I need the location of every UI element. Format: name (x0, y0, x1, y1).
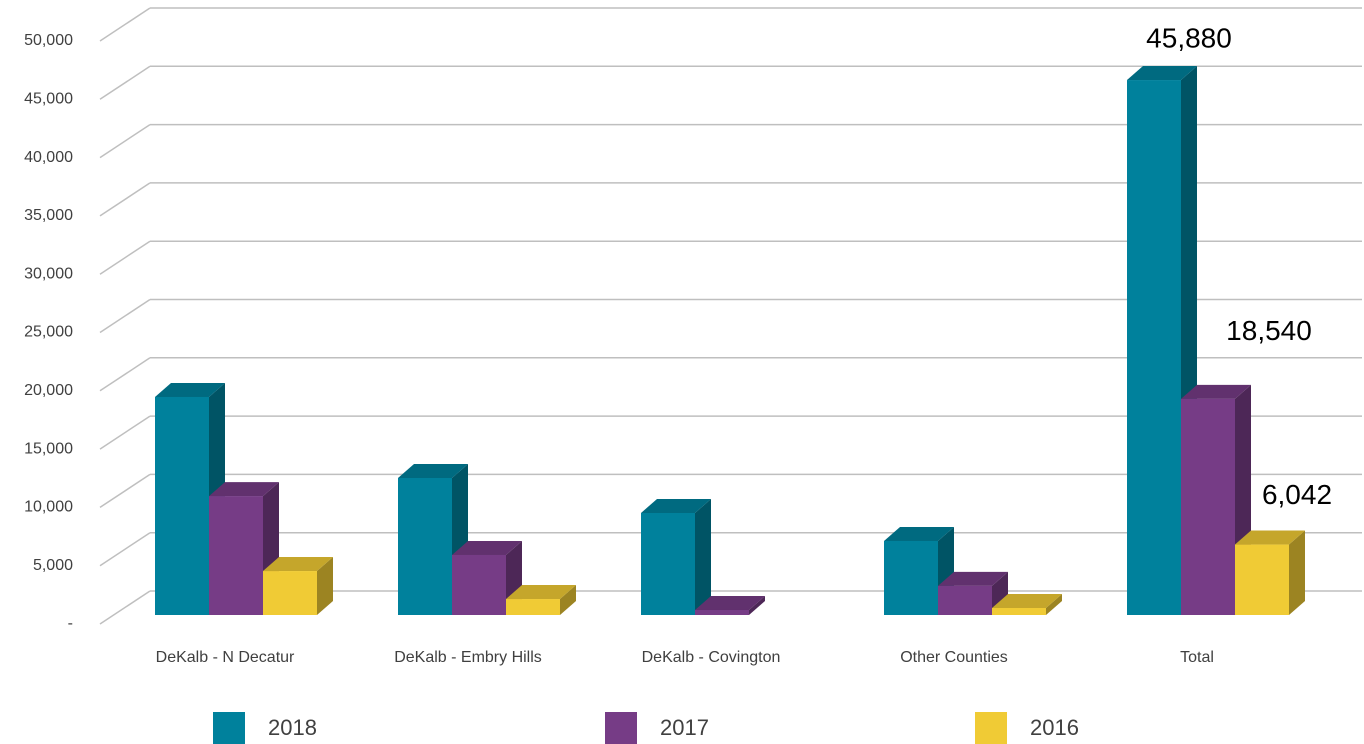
y-tick-label: 15,000 (24, 440, 73, 457)
bar (452, 554, 506, 615)
bar-side (1046, 594, 1062, 615)
bar-top (398, 463, 468, 478)
bar (155, 396, 209, 615)
bar (209, 496, 263, 615)
bar-side (560, 585, 576, 615)
x-tick-label: Total (1180, 649, 1214, 666)
grid-line (99, 298, 151, 334)
y-tick-label: 50,000 (24, 32, 73, 49)
grid-line (99, 590, 151, 625)
y-tick-label: 30,000 (24, 265, 73, 282)
grid-line (99, 473, 151, 509)
legend-label: 2017 (660, 715, 709, 740)
data-label: 18,540 (1226, 315, 1312, 346)
bar-top (1127, 66, 1197, 81)
y-tick-label: 45,000 (24, 91, 73, 108)
bar (506, 599, 560, 615)
bar-top (695, 595, 765, 610)
x-tick-label: DeKalb - Covington (642, 649, 781, 666)
legend-swatch (605, 712, 637, 744)
bar-top (209, 482, 279, 497)
bar (992, 608, 1046, 615)
y-tick-label: 35,000 (24, 207, 73, 224)
grid-line (99, 7, 151, 42)
bar (398, 477, 452, 615)
bar-side (695, 498, 711, 615)
grid-line (99, 182, 151, 217)
bar-side (1289, 530, 1305, 615)
bar-top (992, 594, 1062, 609)
legend-swatch (975, 712, 1007, 744)
x-tick-label: DeKalb - N Decatur (156, 649, 295, 666)
bar (263, 571, 317, 615)
grid-line (99, 415, 151, 450)
x-tick-label: DeKalb - Embry Hills (394, 649, 542, 666)
bar (641, 512, 695, 615)
x-tick-label: Other Counties (900, 649, 1008, 666)
bar (695, 609, 749, 615)
y-tick-label: 20,000 (24, 382, 73, 399)
legend-label: 2018 (268, 715, 317, 740)
data-label: 6,042 (1262, 479, 1332, 510)
bar (1127, 80, 1181, 616)
bar (938, 585, 992, 615)
bar (884, 540, 938, 615)
bar-side (749, 595, 765, 615)
legend-swatch (213, 712, 245, 744)
y-tick-label: 25,000 (24, 324, 73, 341)
y-tick-label: 5,000 (33, 557, 73, 574)
grid-line (99, 65, 151, 100)
bar (1235, 544, 1289, 615)
grid-line (99, 357, 151, 392)
bar-top (155, 382, 225, 397)
bar (1181, 398, 1235, 615)
grid-line (99, 240, 151, 275)
bar-top (641, 498, 711, 513)
bar-top (884, 526, 954, 541)
bar-top (1181, 384, 1251, 399)
bar-top (938, 571, 1008, 586)
bar-side (317, 557, 333, 615)
bar-top (506, 585, 576, 600)
legend-label: 2016 (1030, 715, 1079, 740)
y-tick-label: 10,000 (24, 499, 73, 516)
bar-top (1235, 530, 1305, 545)
grid-line (99, 532, 151, 567)
y-tick-label: 40,000 (24, 149, 73, 166)
data-label: 45,880 (1146, 22, 1232, 53)
grid-line (99, 123, 151, 159)
y-tick-label: - (68, 615, 73, 632)
bar-top (263, 557, 333, 572)
bar-top (452, 540, 522, 555)
